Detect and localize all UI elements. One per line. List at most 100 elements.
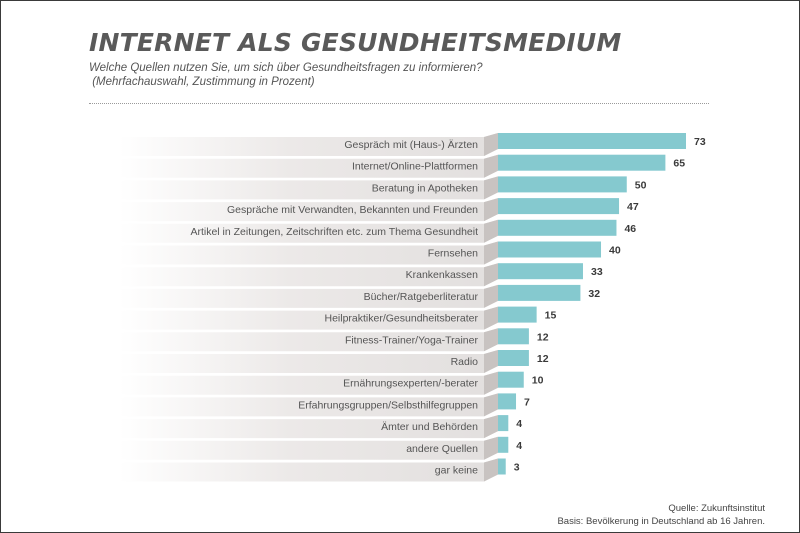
chart-footer: Quelle: Zukunftsinstitut Basis: Bevölker… bbox=[557, 502, 765, 528]
bar-row: Ämter und Behörden 4 bbox=[119, 415, 522, 439]
category-label: Fitness-Trainer/Yoga-Trainer bbox=[345, 334, 479, 346]
label-band-fold bbox=[484, 393, 498, 417]
category-label: Heilpraktiker/Gesundheitsberater bbox=[325, 313, 479, 325]
label-band-fold bbox=[484, 306, 498, 330]
value-label: 40 bbox=[609, 245, 621, 257]
category-label: Fernsehen bbox=[428, 248, 478, 260]
bar-row: Heilpraktiker/Gesundheitsberater 15 bbox=[119, 306, 557, 330]
value-label: 10 bbox=[532, 375, 544, 387]
value-bar bbox=[498, 415, 509, 432]
label-band bbox=[119, 306, 498, 330]
value-label: 7 bbox=[524, 396, 530, 408]
bar-row: Artikel in Zeitungen, Zeitschriften etc.… bbox=[119, 219, 636, 243]
label-band bbox=[119, 263, 498, 287]
value-bar bbox=[498, 284, 581, 301]
value-label: 4 bbox=[516, 418, 522, 430]
label-band-fold bbox=[484, 436, 498, 460]
category-label: Gespräch mit (Haus-) Ärzten bbox=[344, 139, 478, 151]
source-note: Quelle: Zukunftsinstitut bbox=[668, 503, 765, 514]
value-bar bbox=[498, 306, 537, 323]
label-band bbox=[119, 176, 498, 200]
label-band bbox=[119, 154, 498, 178]
value-label: 12 bbox=[537, 353, 549, 365]
value-bar bbox=[498, 154, 666, 171]
bar-row: Erfahrungsgruppen/Selbsthilfegruppen 7 bbox=[119, 393, 530, 417]
category-label: Krankenkassen bbox=[406, 269, 479, 281]
bar-row: Gespräch mit (Haus-) Ärzten 73 bbox=[119, 133, 706, 156]
value-bar bbox=[498, 436, 509, 453]
label-band bbox=[119, 415, 498, 439]
value-bar bbox=[498, 176, 627, 193]
bars-layer: Gespräch mit (Haus-) Ärzten 73Internet/On… bbox=[119, 133, 706, 482]
label-band bbox=[119, 219, 498, 243]
label-band-fold bbox=[484, 458, 498, 482]
bar-row: Beratung in Apotheken 50 bbox=[119, 176, 647, 200]
category-label: Ernährungsexperten/-berater bbox=[343, 378, 478, 390]
label-band bbox=[119, 371, 498, 395]
subtitle-line-2: (Mehrfachauswahl, Zustimmung in Prozent) bbox=[89, 76, 315, 88]
label-band bbox=[119, 241, 498, 265]
value-bar bbox=[498, 263, 583, 280]
label-band bbox=[119, 436, 498, 460]
value-bar bbox=[498, 219, 617, 236]
bar-row: gar keine 3 bbox=[119, 458, 520, 482]
bar-row: Internet/Online-Plattformen 65 bbox=[119, 154, 685, 178]
category-label: andere Quellen bbox=[406, 443, 478, 455]
category-label: Internet/Online-Plattformen bbox=[352, 161, 478, 173]
category-label: Beratung in Apotheken bbox=[372, 182, 478, 194]
basis-note: Basis: Bevölkerung in Deutschland ab 16 … bbox=[557, 516, 765, 527]
category-label: Artikel in Zeitungen, Zeitschriften etc.… bbox=[190, 226, 478, 238]
label-band-fold bbox=[484, 176, 498, 200]
bar-row: Radio 12 bbox=[119, 350, 549, 373]
label-band bbox=[119, 458, 498, 482]
label-band bbox=[119, 350, 498, 373]
value-bar bbox=[498, 458, 506, 475]
value-bar bbox=[498, 371, 524, 388]
label-band-fold bbox=[484, 263, 498, 287]
value-label: 65 bbox=[673, 158, 685, 170]
dotted-divider bbox=[89, 103, 709, 104]
category-label: Ämter und Behörden bbox=[381, 421, 478, 433]
bar-row: Fitness-Trainer/Yoga-Trainer 12 bbox=[119, 328, 549, 352]
label-band-fold bbox=[484, 198, 498, 222]
label-band-fold bbox=[484, 133, 498, 156]
category-label: Erfahrungsgruppen/Selbsthilfegruppen bbox=[298, 399, 478, 411]
bar-row: Fernsehen 40 bbox=[119, 241, 621, 265]
bar-row: Ernährungsexperten/-berater 10 bbox=[119, 371, 544, 395]
value-bar bbox=[498, 350, 529, 366]
category-label: Bücher/Ratgeberliteratur bbox=[364, 291, 479, 303]
value-bar bbox=[498, 198, 620, 215]
value-bar bbox=[498, 393, 517, 410]
value-label: 4 bbox=[516, 440, 522, 452]
bar-row: Gespräche mit Verwandten, Bekannten und … bbox=[119, 198, 639, 222]
category-label: gar keine bbox=[435, 465, 478, 477]
value-bar bbox=[498, 241, 602, 258]
label-band-fold bbox=[484, 241, 498, 265]
category-label: Radio bbox=[451, 356, 479, 368]
value-label: 3 bbox=[514, 462, 520, 474]
subtitle-line-1: Welche Quellen nutzen Sie, um sich über … bbox=[89, 62, 483, 74]
bar-row: Bücher/Ratgeberliteratur 32 bbox=[119, 284, 600, 308]
chart-title: INTERNET ALS GESUNDHEITSMEDIUM bbox=[89, 28, 622, 57]
label-band-fold bbox=[484, 371, 498, 395]
bar-row: andere Quellen 4 bbox=[119, 436, 522, 460]
value-label: 32 bbox=[588, 288, 600, 300]
value-label: 73 bbox=[694, 136, 706, 148]
value-label: 12 bbox=[537, 331, 549, 343]
value-label: 33 bbox=[591, 266, 603, 278]
label-band-fold bbox=[484, 328, 498, 352]
value-label: 15 bbox=[545, 310, 557, 322]
value-bar bbox=[498, 328, 529, 345]
label-band-fold bbox=[484, 154, 498, 178]
label-band-fold bbox=[484, 415, 498, 439]
label-band-fold bbox=[484, 284, 498, 308]
label-band bbox=[119, 328, 498, 352]
label-band bbox=[119, 198, 498, 222]
label-band-fold bbox=[484, 350, 498, 373]
label-band-fold bbox=[484, 219, 498, 243]
value-bar bbox=[498, 133, 686, 149]
category-label: Gespräche mit Verwandten, Bekannten und … bbox=[227, 204, 478, 216]
value-label: 46 bbox=[624, 223, 636, 235]
